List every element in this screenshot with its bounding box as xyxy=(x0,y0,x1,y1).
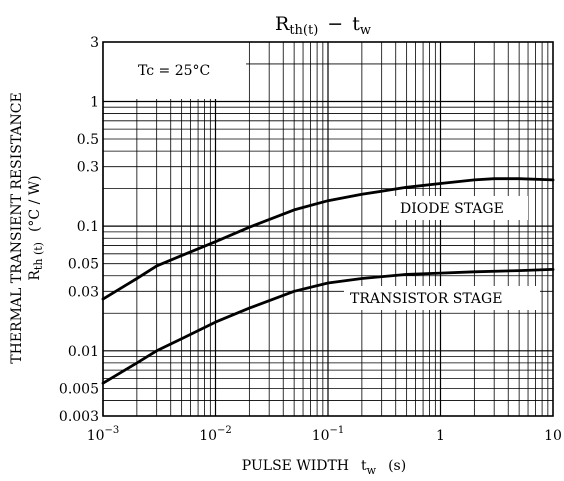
title-tw: t xyxy=(352,13,360,35)
y-axis-label: THERMAL TRANSIENT RESISTANCE Rth (t) (°C … xyxy=(9,92,45,363)
y-tick-label: 0.05 xyxy=(68,257,99,273)
y-axis-label-unit: (°C / W) xyxy=(27,175,43,232)
transistor-label-box xyxy=(344,286,540,310)
x-tick-base: 10 xyxy=(312,428,330,444)
series-lines xyxy=(101,177,555,385)
y-tick-label: 0.5 xyxy=(77,132,99,148)
annotation-box xyxy=(103,42,246,99)
x-tick-label: 10 xyxy=(544,428,562,444)
series-line-diode xyxy=(101,177,555,301)
x-tick-exponent: −2 xyxy=(217,425,232,436)
y-tick-label: 0.3 xyxy=(77,160,99,176)
series-label-transistor: TRANSISTOR STAGE xyxy=(350,291,502,307)
y-tick-label: 3 xyxy=(90,35,99,51)
x-axis-label-sym: t xyxy=(361,458,367,474)
title-separator: − xyxy=(327,13,343,35)
series-label-diode: DIODE STAGE xyxy=(400,201,504,217)
x-axis-label: PULSE WIDTH tw (s) xyxy=(242,458,406,477)
y-axis-label-line2: Rth (t) (°C / W) xyxy=(27,175,45,280)
annotation-tc: Tc = 25°C xyxy=(138,63,210,79)
diode-label-box xyxy=(395,196,528,220)
y-axis-label-sym-sub: th (t) xyxy=(32,242,45,270)
grid-lines xyxy=(102,41,553,417)
x-tick-base: 10 xyxy=(199,428,217,444)
y-axis-label-sym: R xyxy=(27,270,43,281)
x-tick-exponent: −1 xyxy=(330,425,345,436)
title-tw-sub: w xyxy=(360,23,371,38)
y-tick-label: 1 xyxy=(90,94,99,110)
y-tick-label: 0.01 xyxy=(68,344,99,360)
x-axis-label-unit: (s) xyxy=(388,458,406,474)
y-tick-label: 0.1 xyxy=(77,219,99,235)
title-rth: R xyxy=(275,13,290,35)
x-tick-base: 10 xyxy=(87,428,105,444)
x-tick-exponent: −3 xyxy=(105,425,120,436)
x-axis-label-text: PULSE WIDTH xyxy=(242,458,349,474)
x-tick-label: 10−2 xyxy=(199,425,232,444)
x-tick-label: 10−3 xyxy=(87,425,120,444)
x-axis-label-sym-sub: w xyxy=(367,464,377,477)
y-tick-labels: 3 1 0.5 0.3 0.1 0.05 0.03 0.01 0.005 0.003 xyxy=(59,35,99,425)
title-rth-sub: th(t) xyxy=(289,23,318,38)
x-tick-label: 1 xyxy=(436,428,445,444)
series-line-transistor xyxy=(101,268,555,385)
y-tick-label: 0.003 xyxy=(59,409,99,425)
y-axis-label-line1: THERMAL TRANSIENT RESISTANCE xyxy=(9,92,25,363)
x-tick-labels: 10−3 10−2 10−1 1 10 xyxy=(87,425,562,444)
plot-frame xyxy=(102,41,554,417)
x-tick-label: 10−1 xyxy=(312,425,345,444)
chart-title: Rth(t) − tw xyxy=(275,13,371,38)
y-tick-label: 0.03 xyxy=(68,284,99,300)
y-tick-label: 0.005 xyxy=(59,381,99,397)
